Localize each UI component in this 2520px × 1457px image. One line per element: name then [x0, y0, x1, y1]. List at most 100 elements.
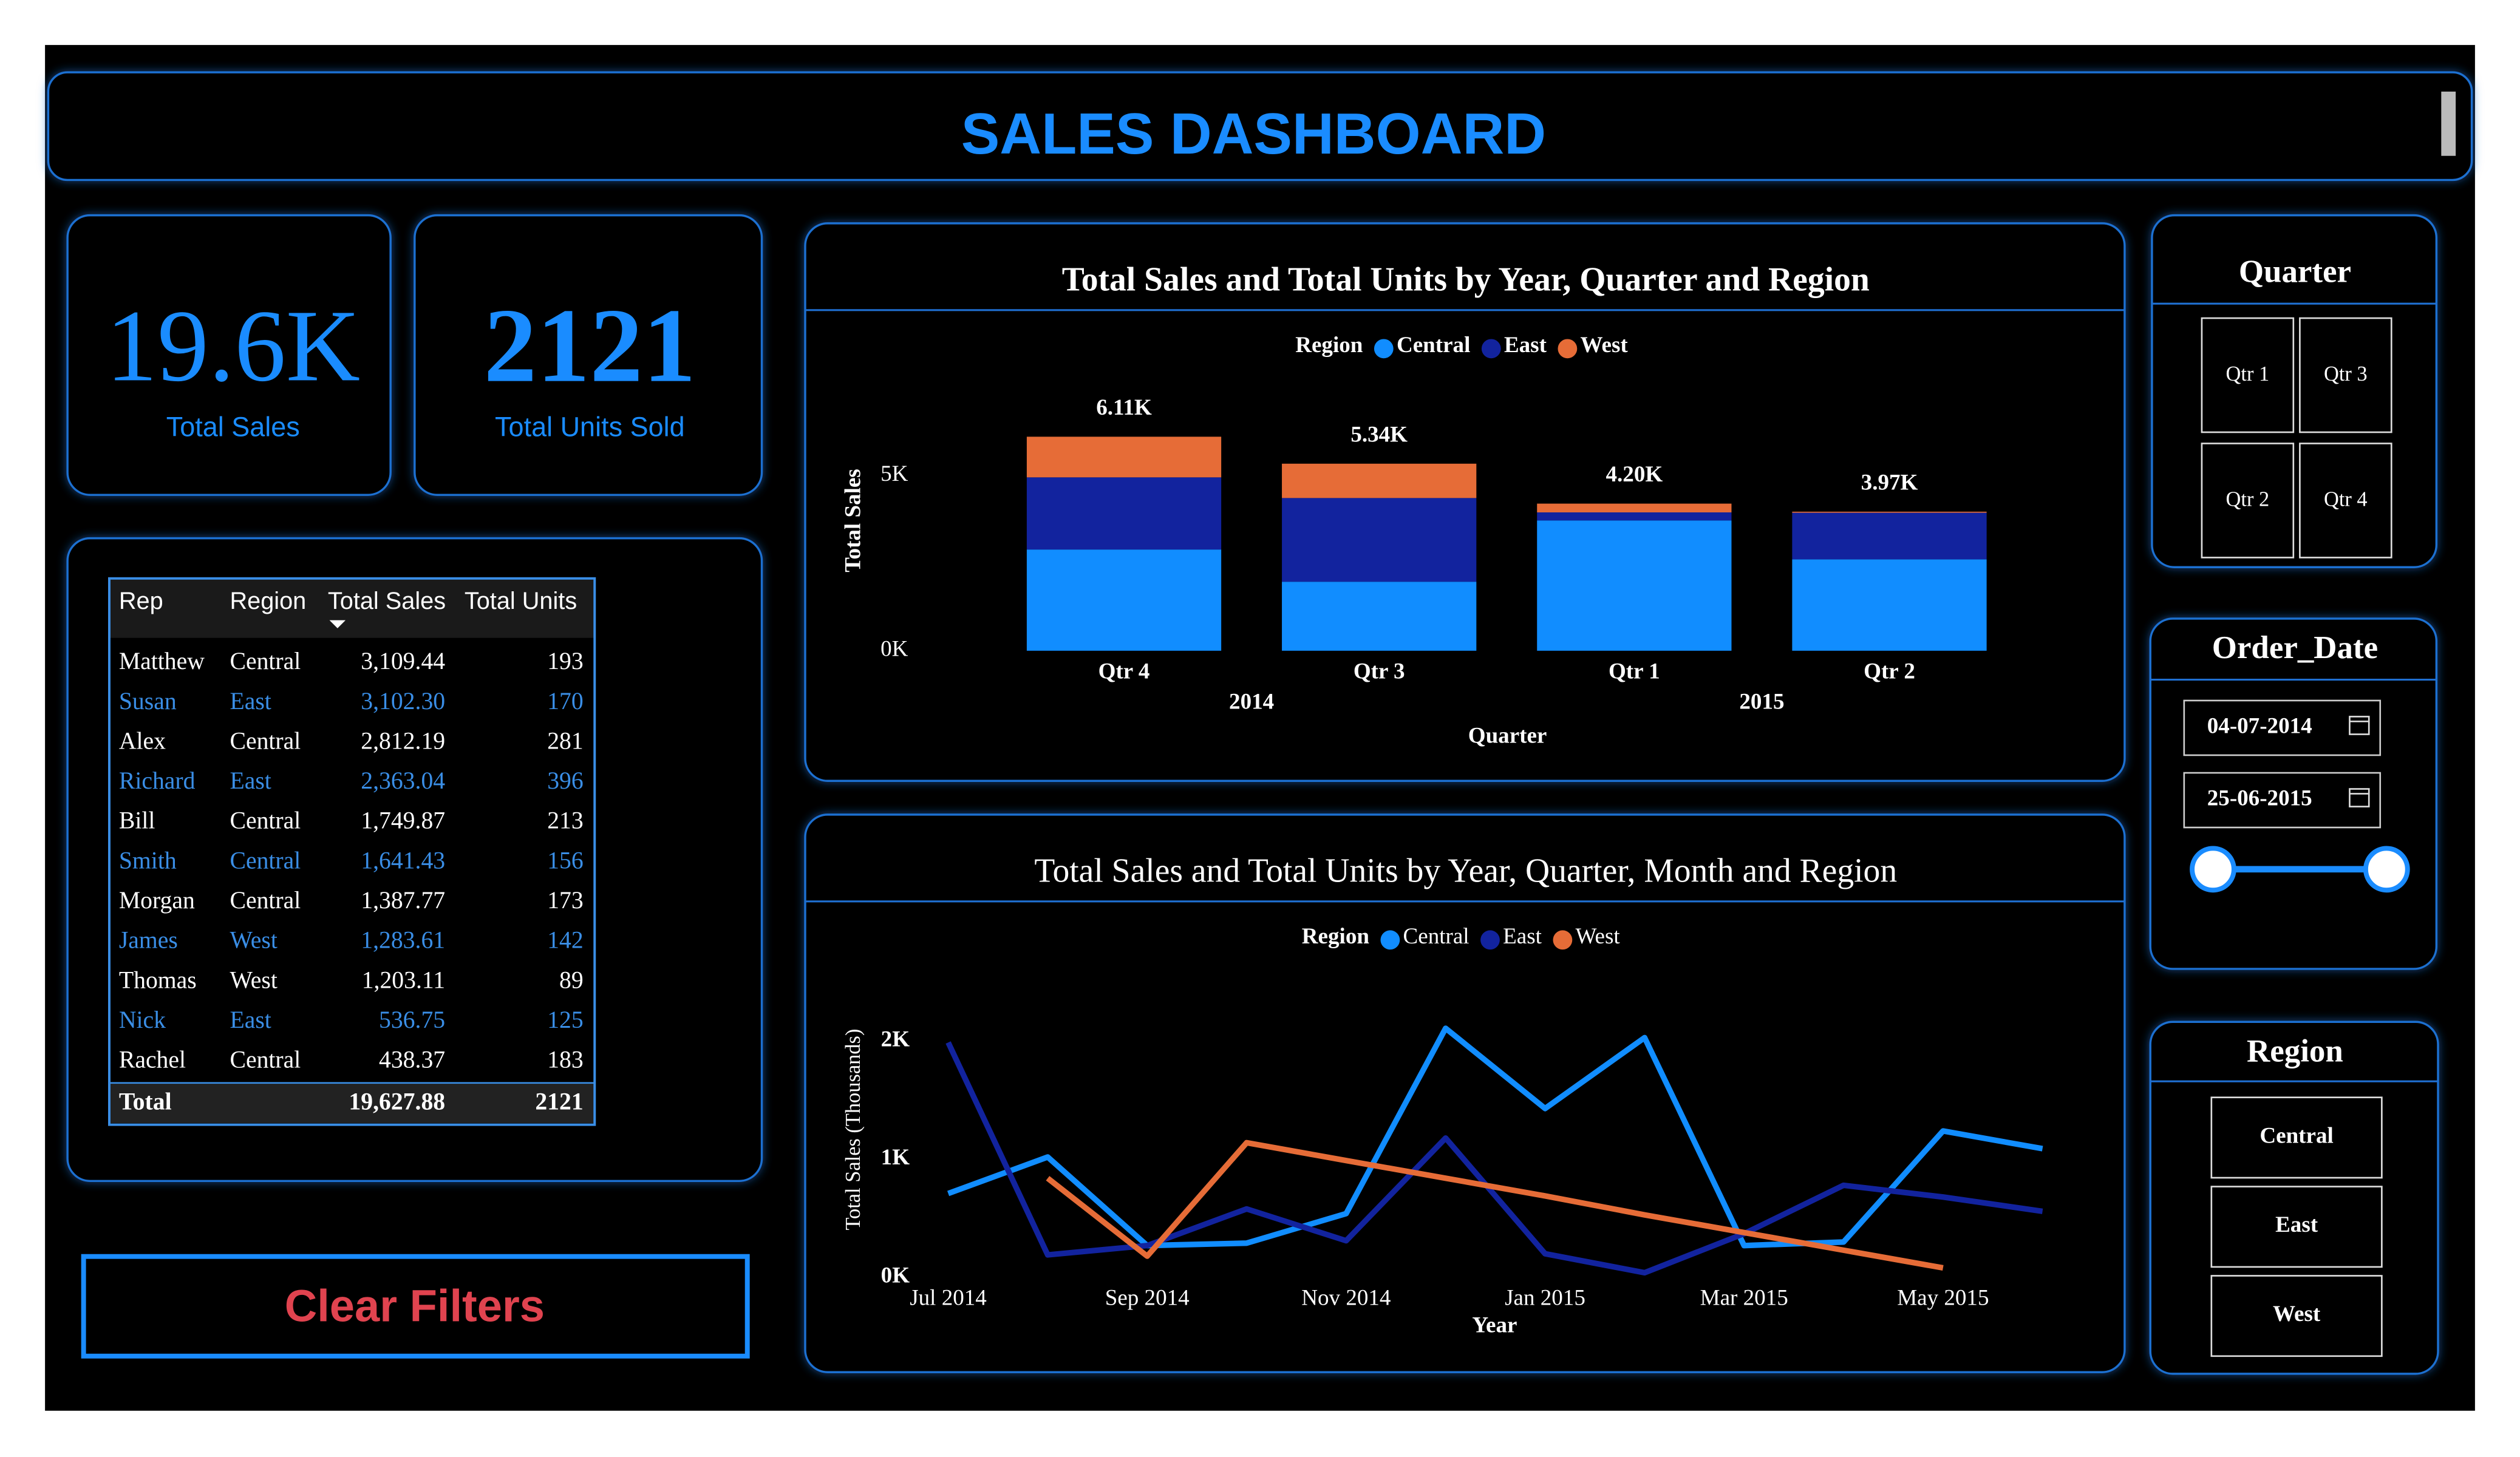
- x-axis-title: Year: [1472, 1313, 1517, 1338]
- column-header[interactable]: Rep: [119, 588, 163, 614]
- quarter-option[interactable]: [2201, 317, 2295, 433]
- quarter-label[interactable]: Qtr 3: [2324, 362, 2368, 385]
- y-tick-label: 0K: [880, 636, 908, 661]
- legend-label: West: [1581, 333, 1629, 358]
- kpi-value: 19.6K: [106, 288, 360, 402]
- legend-label: Central: [1397, 333, 1470, 358]
- quarter-option[interactable]: [2299, 317, 2392, 433]
- total-cell: 2121: [535, 1088, 583, 1115]
- table-cell: 183: [547, 1047, 584, 1073]
- quarter-option[interactable]: [2201, 443, 2295, 559]
- table-cell: 89: [559, 966, 584, 993]
- table-cell: 1,283.61: [361, 927, 445, 954]
- table-cell: 193: [547, 648, 584, 674]
- table-cell: East: [230, 1007, 271, 1033]
- total-label: 6.11K: [1096, 395, 1152, 420]
- region-option[interactable]: [2210, 1275, 2383, 1357]
- region-option[interactable]: [2210, 1096, 2383, 1179]
- x-group-label: 2014: [1229, 690, 1274, 715]
- x-tick-label: Nov 2014: [1301, 1286, 1391, 1311]
- table-cell: Susan: [119, 688, 177, 715]
- total-row-bg: [109, 1082, 595, 1124]
- region-label[interactable]: Central: [2259, 1123, 2333, 1148]
- quarter-option[interactable]: [2299, 443, 2392, 559]
- legend-title: Region: [1302, 924, 1370, 949]
- table-cell: 396: [547, 767, 584, 794]
- y-tick-label: 0K: [881, 1263, 910, 1288]
- table-header-bg: [109, 578, 595, 638]
- column-header[interactable]: Total Units: [465, 588, 577, 614]
- table-cell: Nick: [119, 1007, 166, 1033]
- table-cell: Morgan: [119, 887, 195, 914]
- kpi-panel: [66, 214, 392, 496]
- chart-title: Total Sales and Total Units by Year, Qua…: [1062, 261, 1870, 299]
- date-start[interactable]: 04-07-2014: [2207, 713, 2312, 738]
- table: Rep Region Total Sales Total Units Matthew Ce…: [107, 577, 596, 1126]
- quarter-label[interactable]: Qtr 4: [2324, 488, 2368, 511]
- table-cell: Central: [230, 1047, 301, 1073]
- table-cell: Smith: [119, 847, 177, 874]
- quarter-label[interactable]: Qtr 1: [2226, 362, 2270, 385]
- table-cell: 213: [547, 807, 584, 834]
- line-series: [945, 1041, 2043, 1276]
- calendar-icons: [2349, 716, 2370, 807]
- bar-segment: [1282, 498, 1477, 582]
- table-cell: 156: [547, 847, 584, 874]
- table-cell: 2,812.19: [361, 727, 445, 754]
- x-axis-title: Quarter: [1468, 723, 1547, 748]
- table-cell: Thomas: [119, 966, 197, 993]
- total-label: 5.34K: [1350, 422, 1408, 447]
- slicer-title: Quarter: [2239, 254, 2351, 290]
- column-header[interactable]: Region: [230, 588, 306, 614]
- region-label[interactable]: West: [2273, 1302, 2321, 1326]
- legend-swatch: [1553, 930, 1573, 950]
- table-cell: Alex: [119, 727, 166, 754]
- bar-segment: [1537, 503, 1732, 512]
- x-tick-label: May 2015: [1897, 1286, 1989, 1311]
- bar-segment: [1026, 549, 1222, 651]
- bar-segment: [1026, 477, 1222, 550]
- x-tick-label: Jul 2014: [910, 1286, 987, 1311]
- date-end[interactable]: 25-06-2015: [2207, 786, 2312, 811]
- table-border: [107, 577, 596, 1126]
- x-tick-label: Qtr 3: [1354, 659, 1405, 684]
- button-label[interactable]: Clear Filters: [285, 1281, 545, 1331]
- slider-handle[interactable]: [2190, 846, 2236, 893]
- table-cell: 438.37: [379, 1047, 445, 1073]
- legend-label: East: [1504, 333, 1547, 358]
- bar-segment: [1792, 559, 1987, 651]
- clear-filters-button[interactable]: [81, 1254, 750, 1359]
- sort-arrow: [329, 620, 346, 628]
- table-cell: Central: [230, 727, 301, 754]
- kpi-label: Total Sales: [166, 412, 300, 443]
- line-series: [947, 1025, 2043, 1249]
- date-input[interactable]: [2183, 772, 2382, 829]
- table-cell: Central: [230, 648, 301, 674]
- total-label: 4.20K: [1606, 462, 1663, 487]
- y-axis-title: Total Sales: [841, 469, 866, 572]
- line-chart: Total Sales and Total Units by Year, Qua…: [842, 852, 2043, 1338]
- region-label[interactable]: East: [2275, 1212, 2318, 1237]
- slider-handle[interactable]: [2363, 846, 2410, 893]
- table-cell: 1,641.43: [361, 847, 445, 874]
- x-tick-label: Qtr 1: [1609, 659, 1660, 684]
- legend-swatch: [1380, 930, 1400, 950]
- table-cell: 173: [547, 887, 584, 914]
- y-axis-title: Total Sales (Thousands): [842, 1029, 865, 1231]
- table-cell: Rachel: [119, 1047, 186, 1073]
- region-option[interactable]: [2210, 1186, 2383, 1268]
- table-cell: Bill: [119, 807, 155, 834]
- x-tick-label: Jan 2015: [1505, 1286, 1585, 1311]
- column-header[interactable]: Total Sales: [328, 588, 446, 614]
- quarter-label[interactable]: Qtr 2: [2226, 488, 2270, 511]
- table-cell: Central: [230, 807, 301, 834]
- date-input[interactable]: [2183, 699, 2382, 756]
- legend-label: Central: [1403, 924, 1469, 949]
- legend-swatch: [1374, 339, 1394, 359]
- table-cell: 142: [547, 927, 584, 954]
- bar-segment: [1537, 520, 1732, 651]
- legend-swatch: [1480, 930, 1500, 950]
- scrollbar[interactable]: [2441, 91, 2456, 156]
